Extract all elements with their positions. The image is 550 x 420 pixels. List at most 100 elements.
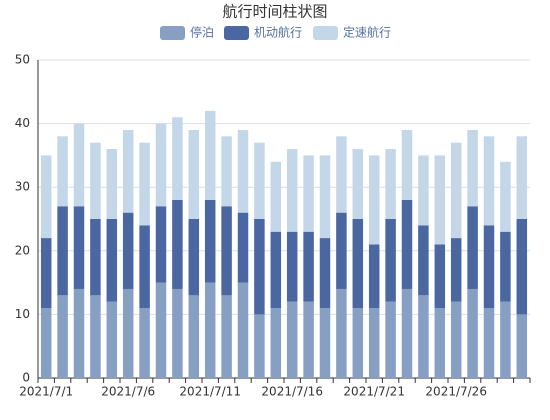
x-tick-label: 2021/7/1 bbox=[19, 385, 73, 399]
bar-segment bbox=[286, 149, 298, 232]
bar-segment bbox=[40, 155, 52, 239]
bar-segment bbox=[139, 142, 150, 226]
bar-segment bbox=[303, 301, 314, 378]
bar-segment bbox=[204, 199, 216, 283]
bar-segment bbox=[254, 314, 265, 378]
bar-segment bbox=[483, 136, 495, 226]
bar-segment bbox=[73, 123, 85, 207]
bar-segment bbox=[467, 206, 478, 289]
legend-swatch bbox=[160, 26, 185, 40]
bar-segment bbox=[90, 219, 101, 296]
bar-segment bbox=[237, 212, 249, 283]
bar-segment bbox=[401, 129, 413, 200]
bar-segment bbox=[385, 301, 396, 378]
bar-segment bbox=[450, 238, 462, 302]
x-tick-label: 2021/7/21 bbox=[343, 385, 405, 399]
bar-segment bbox=[516, 136, 528, 219]
x-tick-label: 2021/7/26 bbox=[425, 385, 487, 399]
bar-segment bbox=[500, 231, 511, 302]
bar-segment bbox=[319, 308, 331, 378]
bar-segment bbox=[368, 308, 380, 378]
bar-segment bbox=[385, 149, 396, 219]
bar-segment bbox=[172, 117, 183, 200]
bar-segment bbox=[286, 301, 298, 378]
bar-segment bbox=[237, 282, 249, 378]
bar-segment bbox=[434, 244, 446, 309]
bar-segment bbox=[57, 136, 68, 207]
x-tick-label: 2021/7/6 bbox=[101, 385, 155, 399]
bar-segment bbox=[122, 129, 134, 213]
bar-segment bbox=[122, 212, 134, 289]
bar-segment bbox=[434, 308, 446, 378]
bar-segment bbox=[336, 212, 347, 289]
bar-segment bbox=[450, 142, 462, 239]
bar-segment bbox=[106, 301, 118, 378]
bar-segment bbox=[270, 308, 282, 378]
y-tick-label: 0 bbox=[22, 371, 30, 385]
bar-segment bbox=[270, 161, 282, 232]
bar-segment bbox=[204, 282, 216, 378]
bar-segment bbox=[188, 129, 200, 219]
bar-segment bbox=[401, 199, 413, 289]
bar-segment bbox=[73, 206, 85, 289]
bar-segment bbox=[368, 244, 380, 309]
y-tick-label: 30 bbox=[15, 180, 30, 194]
bar-segment bbox=[188, 295, 200, 378]
bar-segment bbox=[303, 231, 314, 302]
bar-segment bbox=[434, 155, 446, 245]
bar-segment bbox=[467, 288, 478, 378]
bar-segment bbox=[57, 295, 68, 378]
bar-segment bbox=[500, 301, 511, 378]
bar-segment bbox=[221, 206, 232, 296]
bar-segment bbox=[139, 225, 150, 309]
legend-swatch bbox=[313, 26, 338, 40]
bar-segment bbox=[368, 155, 380, 245]
y-tick-label: 40 bbox=[15, 116, 30, 130]
bar-segment bbox=[139, 308, 150, 378]
bar-segment bbox=[336, 136, 347, 213]
bar-segment bbox=[336, 288, 347, 378]
bar-segment bbox=[254, 219, 265, 315]
legend-label: 定速航行 bbox=[343, 25, 391, 40]
bar-segment bbox=[90, 142, 101, 219]
bar-segment bbox=[90, 295, 101, 378]
bar-segment bbox=[467, 129, 478, 207]
bar-segment bbox=[401, 288, 413, 378]
bar-segment bbox=[319, 155, 331, 239]
y-tick-label: 50 bbox=[15, 53, 30, 67]
bar-segment bbox=[418, 225, 429, 296]
bar-segment bbox=[500, 161, 511, 232]
bar-segment bbox=[188, 219, 200, 296]
y-tick-label: 20 bbox=[15, 243, 30, 257]
bar-segment bbox=[221, 295, 232, 378]
bar-segment bbox=[57, 206, 68, 296]
bar-segment bbox=[286, 231, 298, 302]
bar-segment bbox=[385, 219, 396, 302]
bar-segment bbox=[254, 142, 265, 219]
x-tick-label: 2021/7/16 bbox=[261, 385, 323, 399]
x-tick-label: 2021/7/11 bbox=[179, 385, 241, 399]
bar-segment bbox=[450, 301, 462, 378]
bar-segment bbox=[418, 155, 429, 226]
bar-segment bbox=[352, 219, 364, 309]
bar-segment bbox=[172, 199, 183, 289]
bar-segment bbox=[418, 295, 429, 378]
legend-label: 停泊 bbox=[190, 25, 214, 40]
bar-segment bbox=[352, 308, 364, 378]
bar-segment bbox=[516, 219, 528, 315]
bar-segment bbox=[122, 288, 134, 378]
bar-segment bbox=[40, 308, 52, 378]
bar-segment bbox=[483, 308, 495, 378]
legend-swatch bbox=[224, 26, 249, 40]
bar-segment bbox=[516, 314, 528, 378]
bar-segment bbox=[155, 123, 167, 207]
legend-label: 机动航行 bbox=[254, 25, 302, 40]
bar-segment bbox=[73, 288, 85, 378]
bar-segment bbox=[106, 149, 118, 219]
bar-segment bbox=[270, 231, 282, 309]
bar-segment bbox=[237, 129, 249, 213]
bar-segment bbox=[204, 110, 216, 200]
bar-segment bbox=[221, 136, 232, 207]
